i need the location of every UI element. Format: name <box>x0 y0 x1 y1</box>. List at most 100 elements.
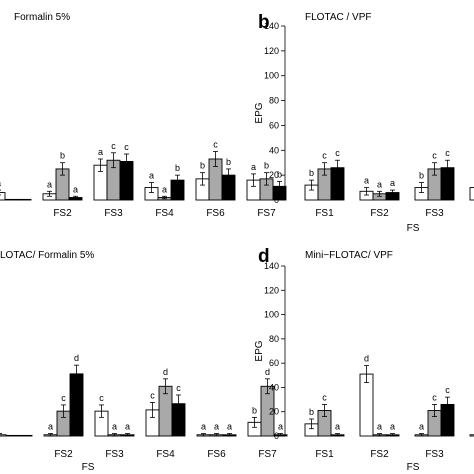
bar-group: d a a FS2 <box>359 354 400 460</box>
y-tick-label: 80 <box>269 334 279 344</box>
x-tick-label: FS3 <box>425 208 444 219</box>
y-tick-label: 140 <box>264 261 279 271</box>
bar <box>4 198 19 201</box>
bar <box>5 434 20 437</box>
significance-letter: b <box>264 161 269 171</box>
x-tick-label: FS3 <box>104 208 123 219</box>
significance-letter: a <box>48 422 53 432</box>
y-axis-label: EPG <box>254 102 265 123</box>
x-axis-label: FS <box>82 462 95 473</box>
significance-letter: b <box>309 407 314 417</box>
significance-letter: c <box>335 148 340 158</box>
significance-letter: c <box>61 393 66 403</box>
x-tick-label: FS7 <box>257 208 276 219</box>
panel-letter: b <box>258 12 270 33</box>
significance-letter: a <box>73 184 78 194</box>
significance-letter: c <box>432 392 437 402</box>
bar-group: aa b FS4 <box>144 163 185 219</box>
significance-letter: b <box>226 157 231 167</box>
significance-letter: d <box>265 367 270 377</box>
significance-letter: c <box>445 148 450 158</box>
significance-letter: d <box>74 353 79 363</box>
bar <box>17 198 32 201</box>
bar-group: bc a FS1 <box>304 392 345 460</box>
panel-title: LOTAC/ Formalin 5% <box>0 250 94 261</box>
bar-group: a b a FS2 <box>42 151 83 219</box>
significance-letter: a <box>125 422 130 432</box>
panel-1: Formalin 5%aabaFS2accFS3aabFS4bcbFS6abbF… <box>0 12 287 219</box>
y-tick-label: 100 <box>264 71 279 81</box>
y-axis-label: EPG <box>254 340 265 361</box>
significance-letter: a <box>0 178 1 188</box>
y-tick-label: 140 <box>264 21 279 31</box>
significance-letter: c <box>322 392 327 402</box>
bar <box>469 187 474 201</box>
significance-letter: d <box>163 367 168 377</box>
y-tick-label: 20 <box>269 407 279 417</box>
significance-letter: a <box>377 179 382 189</box>
significance-letter: a <box>227 422 232 432</box>
significance-letter: a <box>201 422 206 432</box>
y-tick-label: 120 <box>264 46 279 56</box>
bar-group <box>0 433 33 437</box>
y-tick-label: 60 <box>269 120 279 130</box>
y-tick-label: 60 <box>269 358 279 368</box>
significance-letter: c <box>150 390 155 400</box>
y-tick-label: 100 <box>264 310 279 320</box>
x-tick-label: FS2 <box>54 449 73 460</box>
y-tick-label: 20 <box>269 170 279 180</box>
x-tick-label: FS6 <box>206 208 225 219</box>
bar-group: acFS4 <box>469 422 474 437</box>
significance-letter: c <box>322 151 327 161</box>
panel-title: Mini−FLOTAC/ VPF <box>305 250 393 261</box>
x-axis-label: FS <box>407 223 420 234</box>
y-tick-label: 0 <box>274 195 279 205</box>
x-tick-label: FS4 <box>156 449 175 460</box>
significance-letter: b <box>419 171 424 181</box>
significance-letter: c <box>445 385 450 395</box>
significance-letter: a <box>149 171 154 181</box>
x-tick-label: FS2 <box>53 208 72 219</box>
significance-letter: c <box>99 393 104 403</box>
significance-letter: a <box>112 422 117 432</box>
significance-letter: b <box>309 168 314 178</box>
significance-letter: c <box>432 151 437 161</box>
bar <box>359 373 374 437</box>
significance-letter: a <box>98 147 103 157</box>
significance-letter: a <box>377 422 382 432</box>
significance-letter: a <box>214 422 219 432</box>
x-tick-label: FS2 <box>370 208 389 219</box>
significance-letter: a <box>278 422 283 432</box>
x-tick-label: FS4 <box>155 208 174 219</box>
bar <box>18 434 33 437</box>
significance-letter: b <box>277 169 282 179</box>
x-tick-label: FS3 <box>105 449 124 460</box>
significance-letter: a <box>162 184 167 194</box>
x-tick-label: FS1 <box>315 449 334 460</box>
significance-letter: b <box>200 161 205 171</box>
significance-letter: a <box>364 176 369 186</box>
bar-group: a c d FS2 <box>43 353 84 460</box>
x-tick-label: FS6 <box>207 449 226 460</box>
significance-letter: c <box>176 383 181 393</box>
panel-letter: d <box>258 246 270 267</box>
significance-letter: a <box>335 422 340 432</box>
bar <box>69 373 84 437</box>
panel-4: d Mini−FLOTAC/ VPF FS EPG 0 20 40 60 80 100 120 140… <box>254 246 474 473</box>
x-tick-label: FS2 <box>370 449 389 460</box>
bar-group: c a a FS3 <box>94 393 135 460</box>
significance-letter: a <box>47 179 52 189</box>
y-tick-label: 80 <box>269 96 279 106</box>
